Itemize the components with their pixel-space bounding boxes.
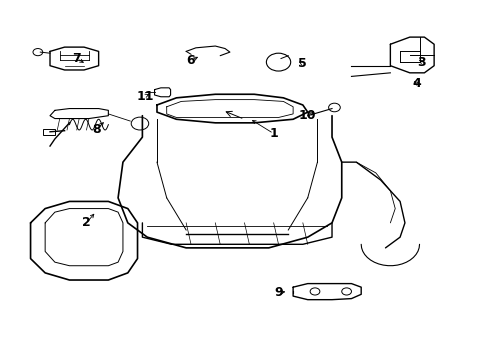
Text: 3: 3	[417, 55, 426, 69]
Text: 6: 6	[186, 54, 195, 67]
Text: 7: 7	[72, 52, 81, 65]
Text: 2: 2	[82, 216, 91, 229]
Text: 5: 5	[298, 57, 306, 71]
Text: 4: 4	[412, 77, 421, 90]
Text: 10: 10	[298, 109, 316, 122]
Text: 8: 8	[92, 123, 101, 136]
Text: 9: 9	[274, 286, 282, 299]
Bar	[42, 129, 55, 135]
Text: 1: 1	[269, 127, 278, 140]
Text: 11: 11	[136, 90, 153, 103]
